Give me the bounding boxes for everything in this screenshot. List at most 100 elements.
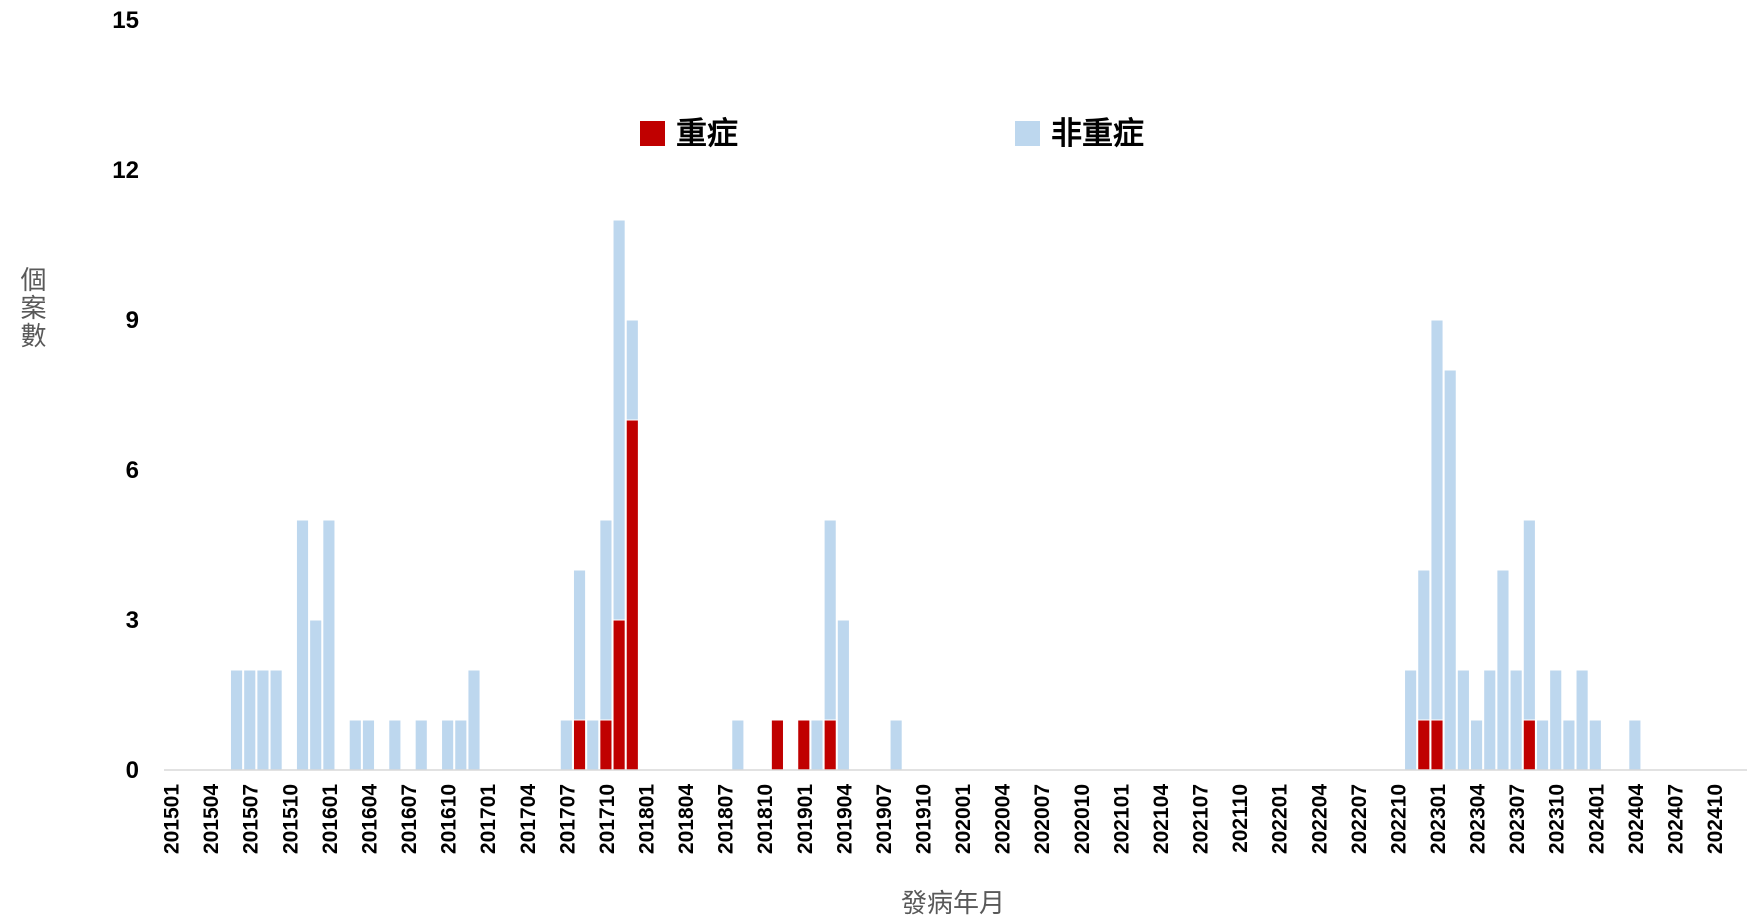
bar-non-severe bbox=[388, 719, 402, 771]
x-tick-label: 201710 bbox=[596, 784, 619, 854]
x-tick-label: 202104 bbox=[1150, 784, 1173, 854]
x-tick-label: 202404 bbox=[1625, 784, 1648, 854]
bar-severe bbox=[797, 719, 811, 771]
x-tick-label: 202410 bbox=[1704, 784, 1727, 854]
bar-severe bbox=[1417, 719, 1431, 771]
bar-non-severe bbox=[1575, 669, 1589, 771]
bar-non-severe bbox=[269, 669, 283, 771]
x-tick-label: 201810 bbox=[754, 784, 777, 854]
bar-non-severe bbox=[1443, 369, 1457, 771]
bar-non-severe bbox=[1535, 719, 1550, 771]
bar-non-severe bbox=[348, 719, 362, 771]
bar-non-severe bbox=[1628, 719, 1642, 771]
x-tick-label: 202101 bbox=[1110, 784, 1133, 854]
y-tick-label: 6 bbox=[126, 457, 139, 484]
x-tick-label: 201510 bbox=[279, 784, 302, 854]
bar-non-severe bbox=[1522, 519, 1536, 721]
x-tick-label: 201507 bbox=[240, 784, 263, 854]
bar-severe bbox=[625, 419, 639, 771]
x-axis-title: 發病年月 bbox=[901, 889, 1005, 919]
bar-non-severe bbox=[309, 619, 323, 771]
bar-non-severe bbox=[295, 519, 310, 771]
bar-non-severe bbox=[467, 669, 481, 771]
y-tick-label: 0 bbox=[126, 757, 139, 784]
x-tick-label: 202204 bbox=[1308, 784, 1331, 854]
x-tick-label: 202207 bbox=[1348, 784, 1371, 854]
bar-non-severe bbox=[441, 719, 455, 771]
bar-non-severe bbox=[1404, 669, 1418, 771]
bar-non-severe bbox=[1417, 569, 1431, 721]
y-axis-ticks: 0 3 6 9 12 15 bbox=[112, 7, 139, 784]
x-tick-label: 202210 bbox=[1387, 784, 1410, 854]
bar-non-severe bbox=[612, 219, 626, 621]
bar-non-severe bbox=[586, 719, 600, 771]
bar-non-severe bbox=[1562, 719, 1576, 771]
bar-non-severe bbox=[1496, 569, 1510, 771]
x-tick-label: 202004 bbox=[992, 784, 1015, 854]
bar-severe bbox=[612, 619, 626, 771]
bar-non-severe bbox=[572, 569, 587, 721]
x-tick-label: 201804 bbox=[675, 784, 698, 854]
bar-non-severe bbox=[1483, 669, 1497, 771]
bar-severe bbox=[572, 719, 587, 771]
legend-swatch-severe bbox=[640, 121, 665, 146]
bar-non-severe bbox=[256, 669, 270, 771]
x-tick-label: 201904 bbox=[833, 784, 856, 854]
x-tick-label: 202010 bbox=[1071, 784, 1094, 854]
y-tick-label: 15 bbox=[112, 7, 139, 34]
legend-label-non-severe: 非重症 bbox=[1051, 116, 1144, 152]
bar-severe bbox=[1522, 719, 1536, 771]
bar-severe bbox=[823, 719, 837, 771]
legend-label-severe: 重症 bbox=[676, 116, 738, 152]
x-tick-label: 202307 bbox=[1506, 784, 1529, 854]
x-tick-label: 201701 bbox=[477, 784, 500, 854]
x-tick-label: 202001 bbox=[952, 784, 975, 854]
x-tick-label: 201501 bbox=[161, 784, 184, 854]
x-tick-label: 201707 bbox=[556, 784, 579, 854]
bar-non-severe bbox=[1456, 669, 1470, 771]
bar-non-severe bbox=[1430, 319, 1444, 721]
x-tick-label: 201910 bbox=[913, 784, 936, 854]
y-axis-title: 個案數 bbox=[16, 266, 46, 350]
bar-non-severe bbox=[322, 519, 336, 771]
bar-non-severe bbox=[454, 719, 468, 771]
bar-non-severe bbox=[625, 319, 639, 421]
bar-non-severe bbox=[1549, 669, 1563, 771]
bar-non-severe bbox=[1588, 719, 1602, 771]
y-tick-label: 3 bbox=[126, 607, 139, 634]
bars bbox=[229, 219, 1642, 771]
legend: 重症 非重症 bbox=[640, 116, 1144, 152]
bar-non-severe bbox=[361, 719, 376, 771]
x-tick-label: 201807 bbox=[715, 784, 738, 854]
y-tick-label: 9 bbox=[126, 307, 139, 334]
bar-non-severe bbox=[599, 519, 613, 721]
x-tick-label: 202310 bbox=[1546, 784, 1569, 854]
bar-non-severe bbox=[1470, 719, 1484, 771]
bar-non-severe bbox=[810, 719, 824, 771]
x-tick-label: 201610 bbox=[438, 784, 461, 854]
x-tick-label: 201601 bbox=[319, 784, 342, 854]
bar-severe bbox=[770, 719, 784, 771]
bar-non-severe bbox=[889, 719, 903, 771]
x-tick-label: 201901 bbox=[794, 784, 817, 854]
bar-severe bbox=[1430, 719, 1444, 771]
x-tick-label: 202301 bbox=[1427, 784, 1450, 854]
x-tick-label: 202107 bbox=[1190, 784, 1213, 854]
x-axis-ticks: 201501 201504 201507 201510 201601 201604 2016… bbox=[161, 784, 1727, 854]
x-tick-label: 201907 bbox=[873, 784, 896, 854]
bar-non-severe bbox=[229, 669, 244, 771]
x-tick-label: 201801 bbox=[635, 784, 658, 854]
x-tick-label: 202401 bbox=[1585, 784, 1608, 854]
bar-non-severe bbox=[559, 719, 573, 771]
bar-non-severe bbox=[731, 719, 745, 771]
x-tick-label: 202007 bbox=[1031, 784, 1054, 854]
bar-severe bbox=[599, 719, 613, 771]
x-tick-label: 201604 bbox=[358, 784, 381, 854]
x-tick-label: 202407 bbox=[1664, 784, 1687, 854]
x-tick-label: 201704 bbox=[517, 784, 540, 854]
x-tick-label: 202110 bbox=[1229, 784, 1252, 853]
bar-non-severe bbox=[243, 669, 257, 771]
x-tick-label: 202201 bbox=[1269, 784, 1292, 854]
bar-non-severe bbox=[823, 519, 837, 721]
